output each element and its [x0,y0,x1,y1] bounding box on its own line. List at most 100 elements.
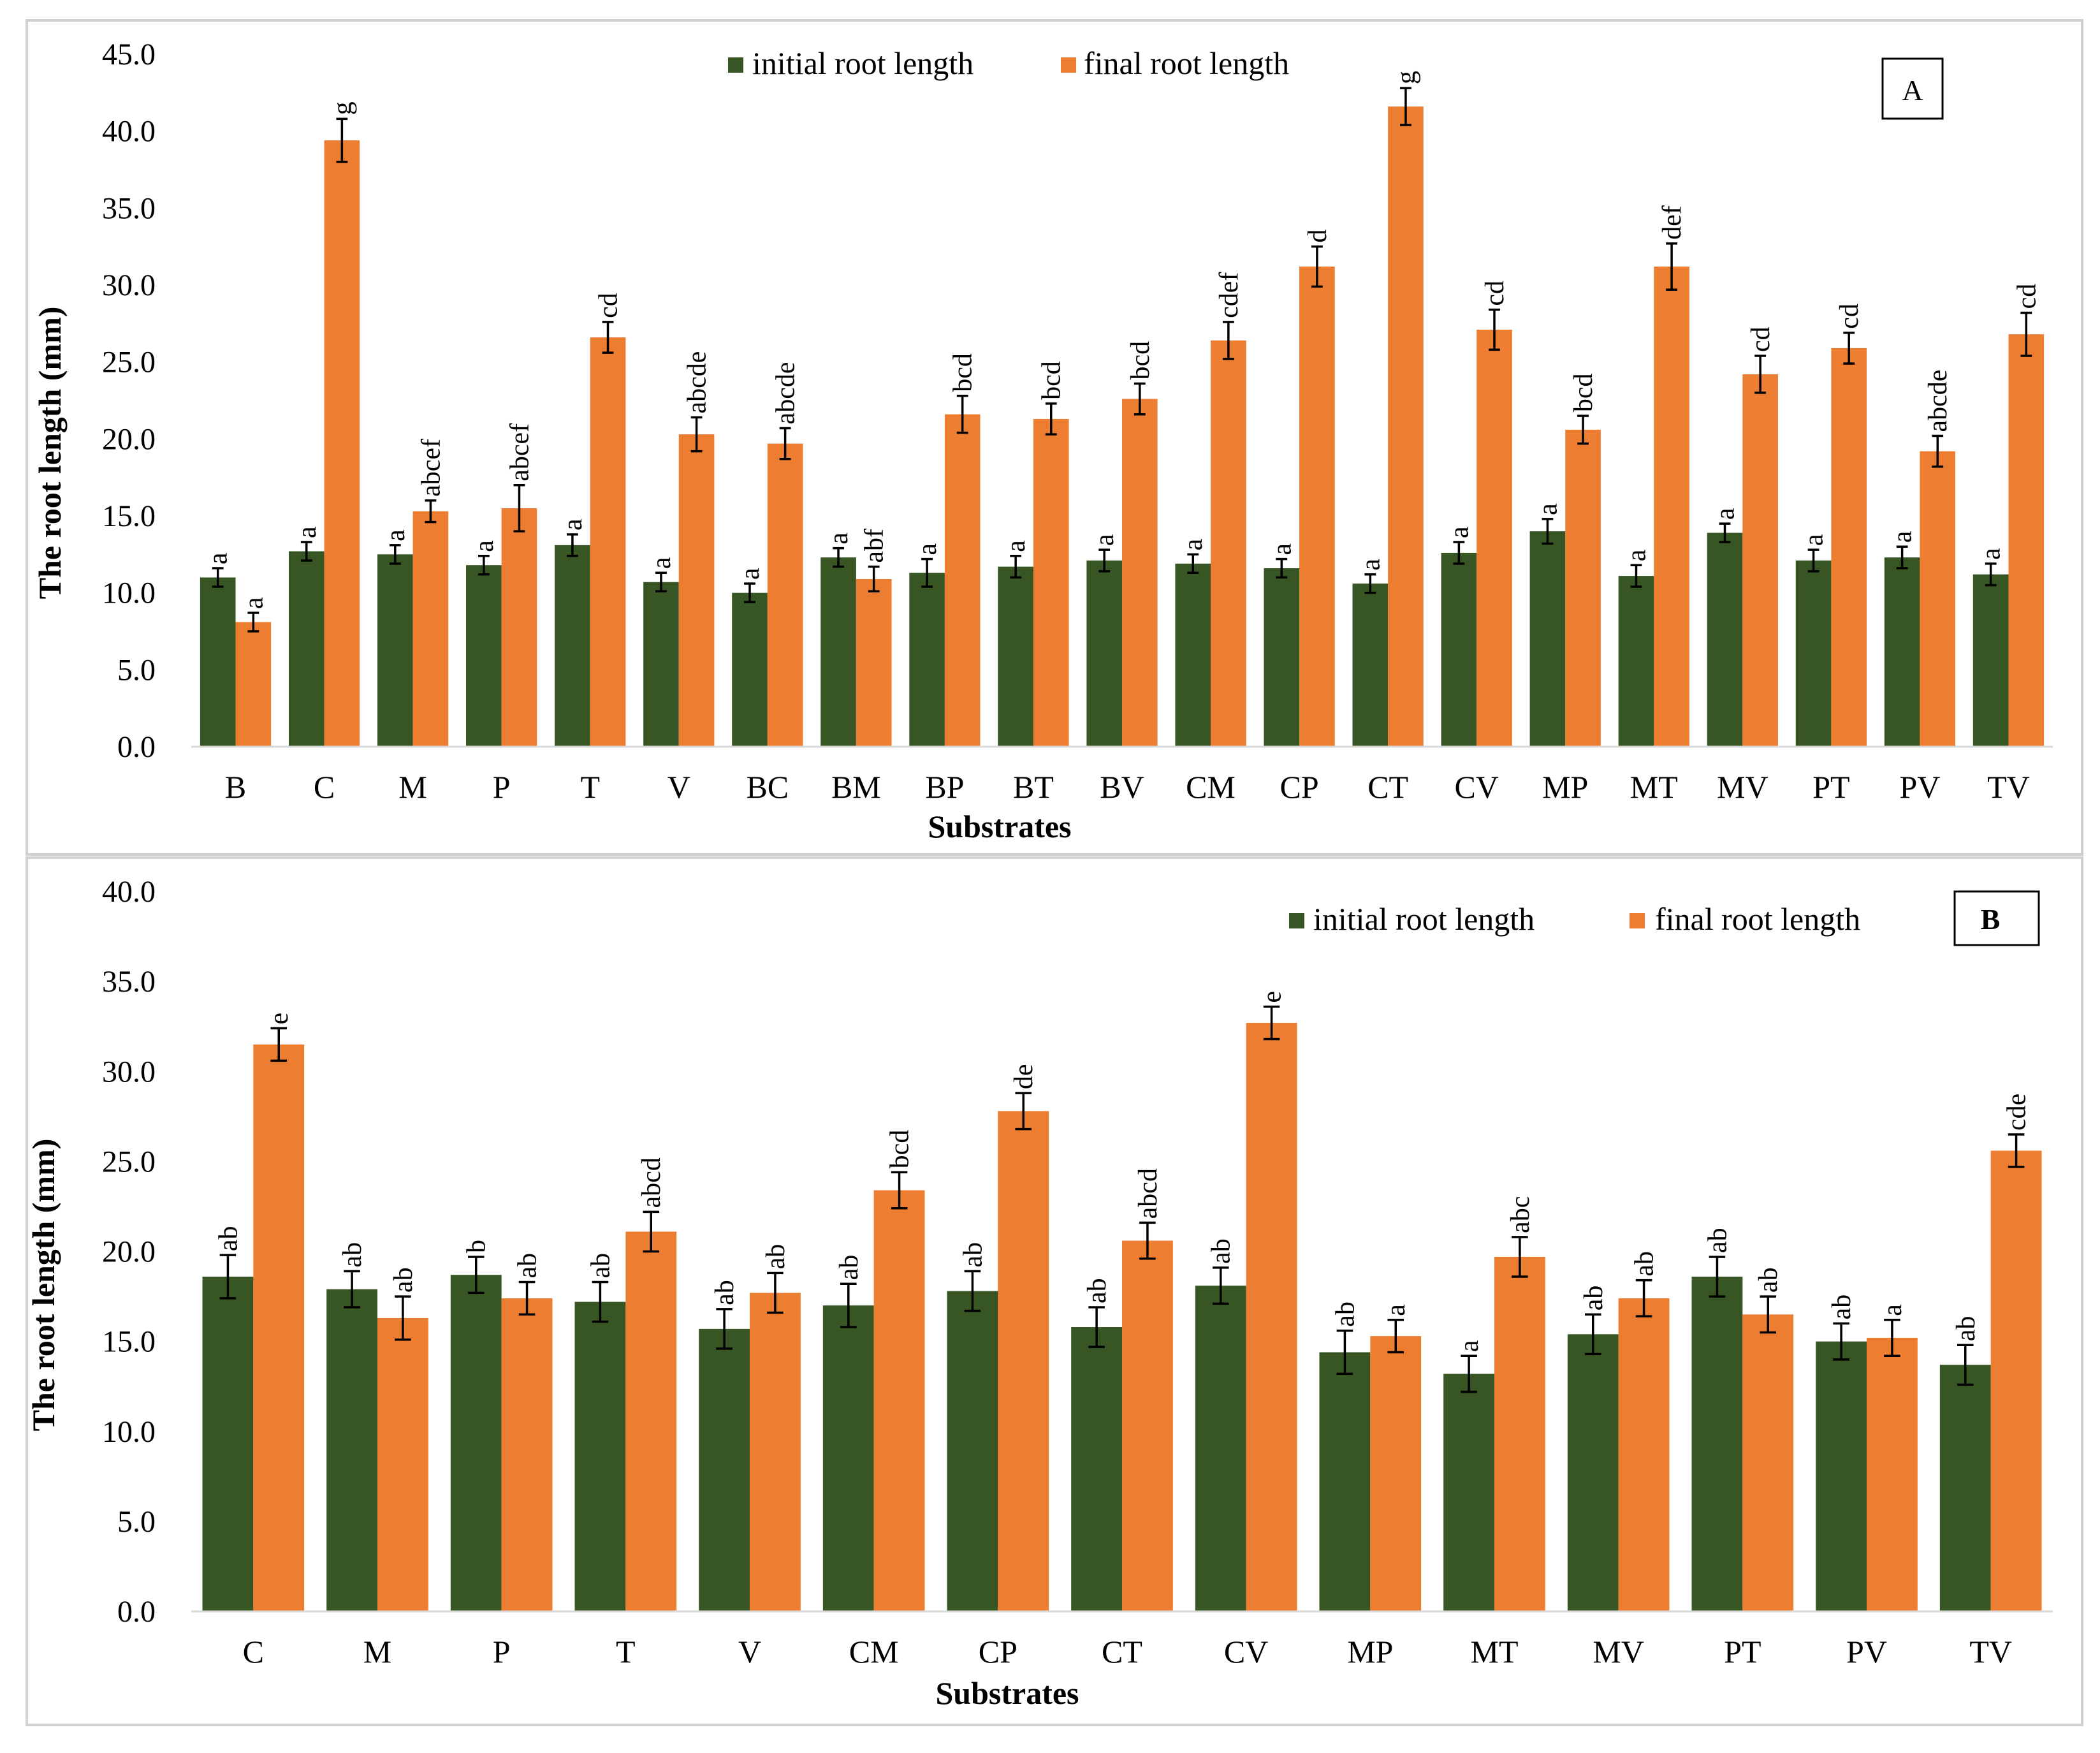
panel-a-significance-letter: bcd [1126,341,1155,380]
panel-b-significance-letter: ab [958,1242,988,1268]
panel-a-significance-letter: a [293,526,322,538]
panel-b-significance-letter: ab [1703,1228,1732,1253]
panel-b-error-bar-initial [592,1280,609,1323]
panel-a-error-bar-final [779,427,791,460]
panel-a-bar-initial [1707,532,1743,747]
panel-b-error-bar-final [643,1210,660,1253]
panel-a-significance-letter: d [1303,230,1332,243]
panel-a-bar-final [235,622,272,747]
panel-a-error-bar-final [425,499,437,524]
panel-b-significance-letter: ab [761,1244,791,1270]
panel-b-error-bar-final [1760,1295,1777,1334]
panel-b-bar-final [1990,1150,2042,1611]
panel-b-significance-letter: abcd [637,1157,666,1208]
panel-a-significance-letter: cd [1746,326,1776,352]
panel-a-label: A [1902,74,1923,106]
panel-a-y-tick-label: 10.0 [102,576,156,610]
panel-b-bar-initial [699,1328,750,1611]
panel-a-significance-letter: a [1090,534,1119,546]
panel-a-error-bar-initial [567,533,578,557]
panel-b-bar-initial [1195,1286,1246,1611]
panel-b-bar-final [1742,1314,1794,1611]
panel-a-bar-final [1299,267,1335,747]
panel-a-error-bar-initial [833,546,844,568]
panel-a-label-box [1881,57,1944,120]
panel-a-significance-letter: bcd [1037,361,1067,400]
panel-a-x-axis-title: Substrates [928,809,1071,844]
panel-b-legend-final-swatch [1630,913,1645,928]
panel-b-significance-letter: ab [1827,1295,1856,1320]
panel-a-bar-final [1565,429,1601,747]
panel-a-significance-letter: a [1977,548,2006,560]
panel-a-x-tick-label: BP [925,769,964,805]
panel-b-bar-initial [1443,1374,1494,1611]
panel-a-bar-initial [1352,583,1389,747]
panel-b-error-bar-initial [964,1270,981,1312]
panel-a-error-bar-initial [389,544,401,565]
panel-b-bar-initial [1319,1352,1371,1611]
panel-b-bar-final [1618,1298,1670,1611]
panel-a-error-bar-final [1666,242,1677,291]
panel-b-bar-final [1370,1336,1422,1611]
panel-a-bar-initial [377,554,413,747]
panel-a-bar-initial [732,592,768,747]
panel-a-y-tick-label: 40.0 [102,115,156,149]
panel-b-significance-letter: ab [1630,1251,1659,1277]
panel-a-error-bar-initial [1010,554,1022,579]
panel-b-error-bar-final [767,1272,784,1314]
panel-b-legend-initial-label: initial root length [1313,901,1535,937]
panel-a-legend-initial-swatch [728,57,743,73]
panel-b-bar-final [1494,1256,1545,1611]
panel-a-x-tick-label: CV [1454,769,1498,805]
panel-a-bar-final [1831,348,1867,747]
panel-b-error-bar-final [1263,1005,1280,1041]
panel-a-significance-letter: a [1356,559,1385,571]
panel-b-x-tick-label: MV [1593,1634,1644,1669]
panel-a-bar-initial [1175,563,1211,747]
panel-a-error-bar-final [1222,321,1234,360]
panel-a-y-tick-label: 25.0 [102,346,156,379]
panel-a-bar-final [767,443,803,747]
panel-a-error-bar-initial [1630,564,1642,588]
panel-a-significance-letter: a [736,568,765,580]
panel-b-x-tick-label: CT [1102,1634,1142,1669]
panel-b-significance-letter: a [1455,1340,1484,1352]
panel-b-significance-letter: ab [586,1253,615,1279]
panel-b-error-bar-final [1635,1279,1652,1317]
panel-b-significance-letter: ab [214,1226,243,1251]
panel-b-error-bar-final [2008,1133,2025,1168]
panel-b-significance-letter: ab [1951,1316,1981,1342]
panel-b-bar-initial [450,1275,502,1611]
panel-b-x-tick-label: P [493,1634,511,1669]
panel-a-error-bar-initial [1985,562,1997,587]
panel-b-error-bar-final [1015,1092,1032,1131]
panel-b-significance-letter: bcd [886,1130,915,1169]
panel-a-bar-final [412,511,449,747]
panel-b-y-tick-label: 40.0 [102,875,156,909]
panel-a-significance-letter: bcd [1569,373,1598,412]
panel-a-x-tick-label: C [314,769,335,805]
panel-a-bar-initial [288,551,324,747]
panel-a-error-bar-initial [212,567,224,588]
panel-a-x-tick-label: BV [1100,769,1144,805]
panel-b-bar-final [1246,1023,1297,1611]
panel-a-significance-letter: a [470,540,499,552]
panel-b-significance-letter: ab [710,1280,740,1305]
panel-b-significance-letter: e [1258,991,1287,1003]
panel-b-y-tick-label: 5.0 [117,1505,156,1539]
panel-a-bar-final [590,337,626,747]
panel-a-error-bar-initial [1896,545,1908,569]
panel-b-significance-letter: ab [513,1253,543,1279]
panel-b-legend-initial-swatch [1289,913,1304,928]
panel-b-significance-letter: ab [1331,1302,1360,1327]
panel-b-bar-final [501,1298,553,1611]
panel-a-error-bar-initial [655,571,667,593]
panel-b-significance-letter: abcd [1134,1168,1163,1219]
panel-a-bar-initial [1441,552,1477,747]
panel-a-bar-initial [643,582,679,747]
panel-a-error-bar-final [1311,245,1323,288]
panel-b-bar-final [873,1190,925,1611]
panel-a-significance-letter: def [1658,205,1687,240]
